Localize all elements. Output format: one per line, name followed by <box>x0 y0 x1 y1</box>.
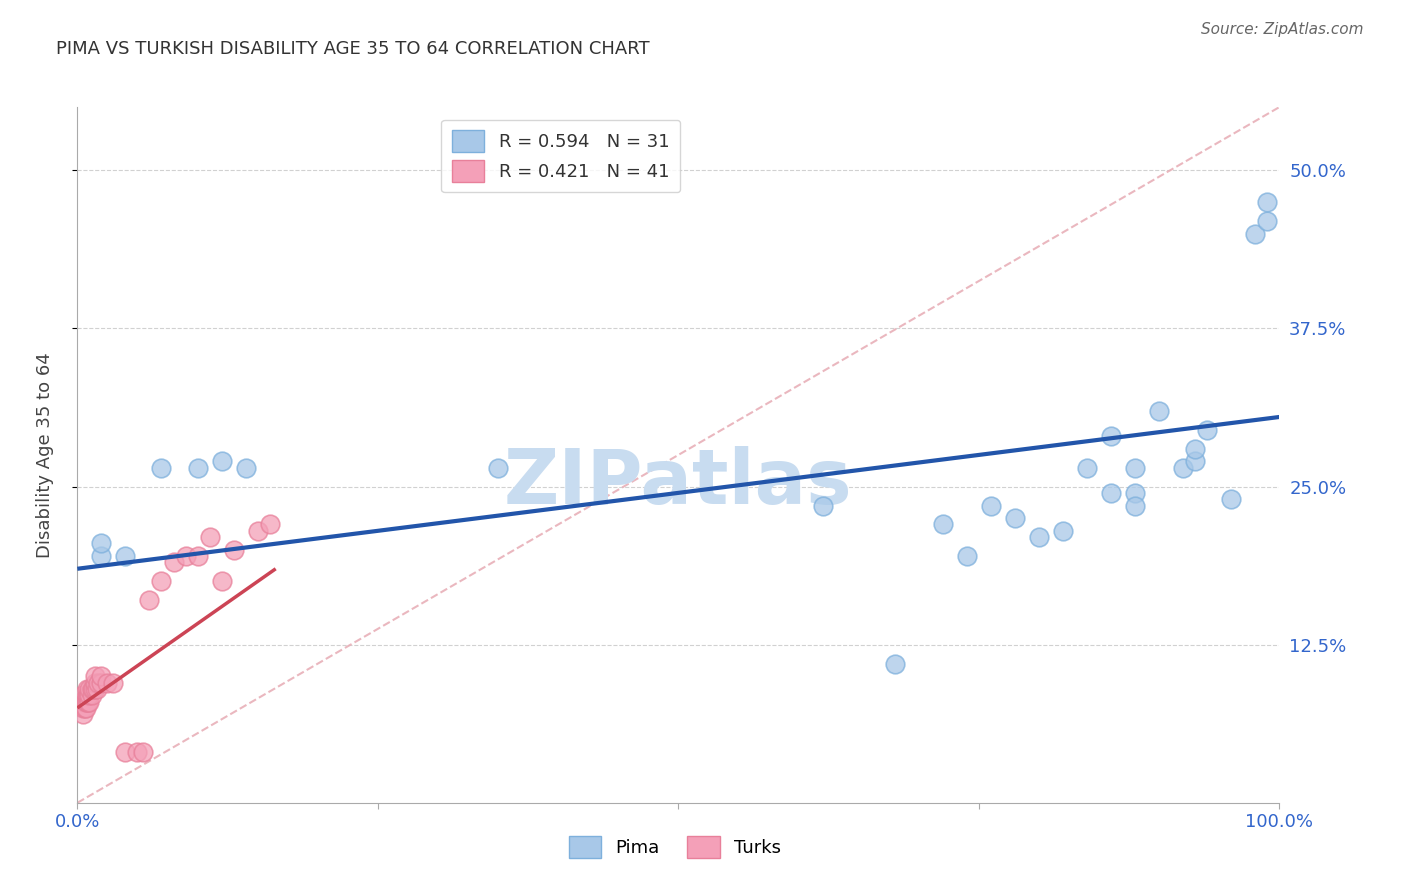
Point <box>883 657 905 671</box>
Point <box>1244 227 1267 241</box>
Point <box>1197 423 1219 437</box>
Point <box>79 681 101 696</box>
Text: PIMA VS TURKISH DISABILITY AGE 35 TO 64 CORRELATION CHART: PIMA VS TURKISH DISABILITY AGE 35 TO 64 … <box>56 40 650 58</box>
Point <box>76 681 98 696</box>
Point <box>80 688 103 702</box>
Point <box>162 556 184 570</box>
Text: Source: ZipAtlas.com: Source: ZipAtlas.com <box>1201 22 1364 37</box>
Point <box>96 675 118 690</box>
Legend: Pima, Turks: Pima, Turks <box>561 829 789 865</box>
Point <box>956 549 979 563</box>
Point <box>1173 460 1195 475</box>
Point <box>187 549 209 563</box>
Point <box>75 701 97 715</box>
Point <box>90 669 112 683</box>
Point <box>138 593 160 607</box>
Text: ZIPatlas: ZIPatlas <box>505 446 852 520</box>
Point <box>932 517 955 532</box>
Point <box>259 517 281 532</box>
Point <box>235 460 257 475</box>
Point <box>73 701 96 715</box>
Point <box>1256 214 1278 228</box>
Point <box>1028 530 1050 544</box>
Point <box>1184 454 1206 468</box>
Y-axis label: Disability Age 35 to 64: Disability Age 35 to 64 <box>35 352 53 558</box>
Point <box>1099 486 1122 500</box>
Point <box>77 695 100 709</box>
Point <box>72 688 94 702</box>
Point <box>1004 511 1026 525</box>
Point <box>84 669 107 683</box>
Point <box>79 695 101 709</box>
Point <box>150 460 173 475</box>
Point <box>811 499 834 513</box>
Point <box>114 549 136 563</box>
Point <box>1052 524 1074 538</box>
Point <box>246 524 269 538</box>
Point <box>82 681 104 696</box>
Point <box>211 454 233 468</box>
Point <box>1076 460 1098 475</box>
Point <box>980 499 1002 513</box>
Point <box>72 707 94 722</box>
Point <box>114 745 136 759</box>
Point <box>84 675 107 690</box>
Point <box>76 695 98 709</box>
Point <box>211 574 233 589</box>
Point <box>187 460 209 475</box>
Point <box>90 549 112 563</box>
Point <box>72 695 94 709</box>
Point <box>84 681 107 696</box>
Point <box>72 701 94 715</box>
Point <box>1256 194 1278 209</box>
Point <box>486 460 509 475</box>
Point <box>1149 403 1171 417</box>
Point <box>1220 492 1243 507</box>
Point <box>1184 442 1206 456</box>
Point <box>198 530 221 544</box>
Point <box>73 695 96 709</box>
Point <box>90 675 112 690</box>
Point <box>87 675 110 690</box>
Point <box>76 688 98 702</box>
Point <box>77 688 100 702</box>
Point <box>174 549 197 563</box>
Point <box>1123 499 1146 513</box>
Point <box>1123 486 1146 500</box>
Point <box>103 675 125 690</box>
Point <box>1123 460 1146 475</box>
Point <box>80 681 103 696</box>
Point <box>150 574 173 589</box>
Point <box>1099 429 1122 443</box>
Point <box>86 681 108 696</box>
Point <box>132 745 155 759</box>
Point <box>75 695 97 709</box>
Legend: R = 0.594   N = 31, R = 0.421   N = 41: R = 0.594 N = 31, R = 0.421 N = 41 <box>441 120 681 193</box>
Point <box>127 745 149 759</box>
Point <box>79 688 101 702</box>
Point <box>90 536 112 550</box>
Point <box>222 542 245 557</box>
